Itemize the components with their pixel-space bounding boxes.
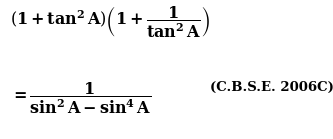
Text: $\left(\mathbf{1 + tan^2\, A}\right)\left(\mathbf{1+\dfrac{1}{tan^{2}\, A}}\righ: $\left(\mathbf{1 + tan^2\, A}\right)\lef…	[10, 4, 210, 40]
Text: (C.B.S.E. 2006C): (C.B.S.E. 2006C)	[210, 81, 333, 94]
Text: $\mathbf{= \dfrac{1}{sin^{2}\, A - sin^{4}\, A}}$: $\mathbf{= \dfrac{1}{sin^{2}\, A - sin^{…	[10, 81, 151, 116]
